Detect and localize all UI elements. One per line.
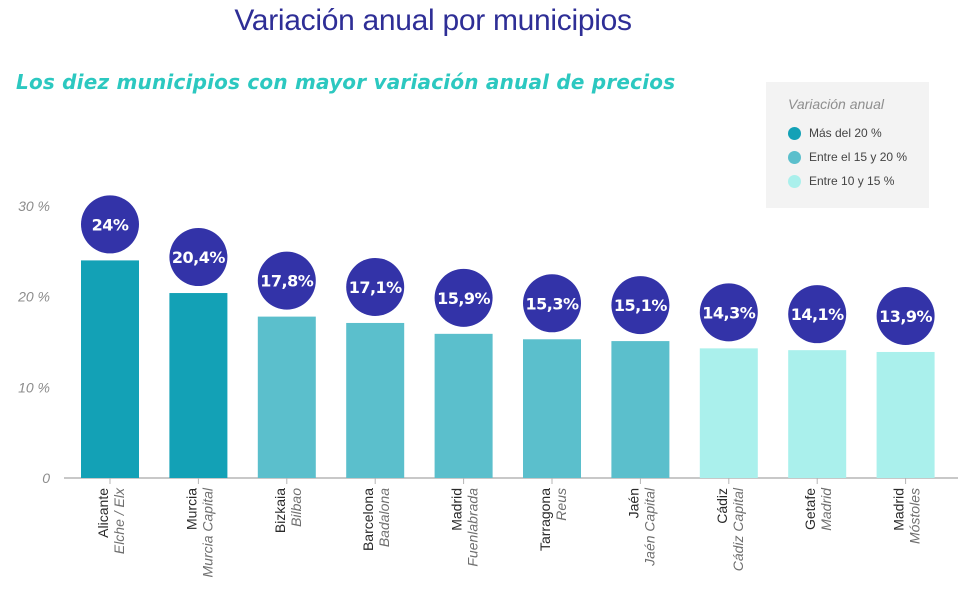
category-label-municipality: Madrid: [818, 487, 834, 531]
chart-subtitle: Los diez municipios con mayor variación …: [16, 70, 676, 94]
legend-item-over-20: Más del 20 %: [788, 124, 882, 142]
bar: [169, 293, 228, 478]
data-label: 15,1%: [614, 296, 667, 315]
data-label: 15,9%: [437, 289, 490, 308]
bar: [523, 339, 581, 478]
value-badge: [257, 251, 316, 310]
category-label-municipality: Jaén Capital: [641, 487, 657, 567]
category-label-municipality: Bilbao: [288, 488, 304, 527]
value-badge: [611, 276, 670, 335]
data-label: 13,9%: [879, 307, 932, 326]
bar: [346, 322, 405, 478]
category-label-province: Bizkaia: [272, 488, 288, 533]
category-label-municipality: Elche / Elx: [111, 487, 127, 554]
value-badge: [788, 285, 847, 344]
value-badge: [81, 195, 139, 254]
category-label-province: Alicante: [95, 488, 111, 538]
legend-label: Entre el 15 y 20 %: [809, 150, 908, 164]
bar: [434, 333, 493, 478]
bar: [788, 350, 847, 478]
value-badge: [169, 228, 228, 287]
data-label: 14,1%: [791, 305, 844, 324]
value-badge: [346, 257, 405, 316]
category-label-province: Murcia: [183, 488, 199, 530]
y-tick-label: 10 %: [18, 379, 50, 395]
y-tick-label: 20 %: [17, 289, 50, 305]
legend-title: Variación anual: [788, 96, 884, 112]
category-label-municipality: Móstoles: [907, 488, 923, 544]
data-label: 17,1%: [349, 278, 402, 297]
category-label-municipality: Cádiz Capital: [730, 487, 746, 571]
bar: [81, 260, 139, 478]
data-label: 24%: [92, 215, 129, 234]
category-label-municipality: Fuenlabrada: [465, 488, 481, 567]
data-label: 14,3%: [702, 303, 755, 322]
bar: [699, 348, 758, 478]
legend-label: Más del 20 %: [809, 126, 882, 140]
bar: [611, 341, 670, 478]
legend-swatch: [788, 150, 801, 164]
data-label: 15,3%: [525, 294, 578, 313]
category-label-province: Madrid: [891, 488, 907, 531]
category-label-province: Cádiz: [714, 488, 730, 524]
legend: Variación anual Más del 20 % Entre el 15…: [766, 82, 929, 208]
value-badge: [876, 286, 935, 345]
legend-label: Entre 10 y 15 %: [809, 174, 895, 188]
category-label-municipality: Reus: [553, 488, 569, 521]
bar: [876, 351, 935, 478]
data-label: 17,8%: [260, 272, 313, 291]
category-label-province: Tarragona: [537, 488, 553, 551]
category-label-province: Getafe: [802, 488, 818, 530]
bar: [257, 316, 316, 478]
value-badge: [699, 283, 758, 342]
category-label-municipality: Murcia Capital: [199, 487, 215, 577]
category-label-province: Jaén: [625, 488, 641, 518]
legend-item-15-20: Entre el 15 y 20 %: [788, 148, 907, 166]
y-tick-label: 30 %: [18, 198, 50, 214]
legend-swatch: [788, 174, 801, 188]
y-tick-label: 0: [42, 470, 50, 486]
data-label: 20,4%: [172, 248, 225, 267]
legend-swatch: [788, 126, 801, 140]
value-badge: [523, 274, 581, 333]
value-badge: [434, 268, 493, 327]
category-label-province: Madrid: [449, 488, 465, 531]
category-label-municipality: Badalona: [376, 488, 392, 547]
chart-title: Variación anual por municipios: [234, 4, 632, 37]
legend-item-10-15: Entre 10 y 15 %: [788, 172, 894, 190]
category-label-province: Barcelona: [360, 488, 376, 551]
